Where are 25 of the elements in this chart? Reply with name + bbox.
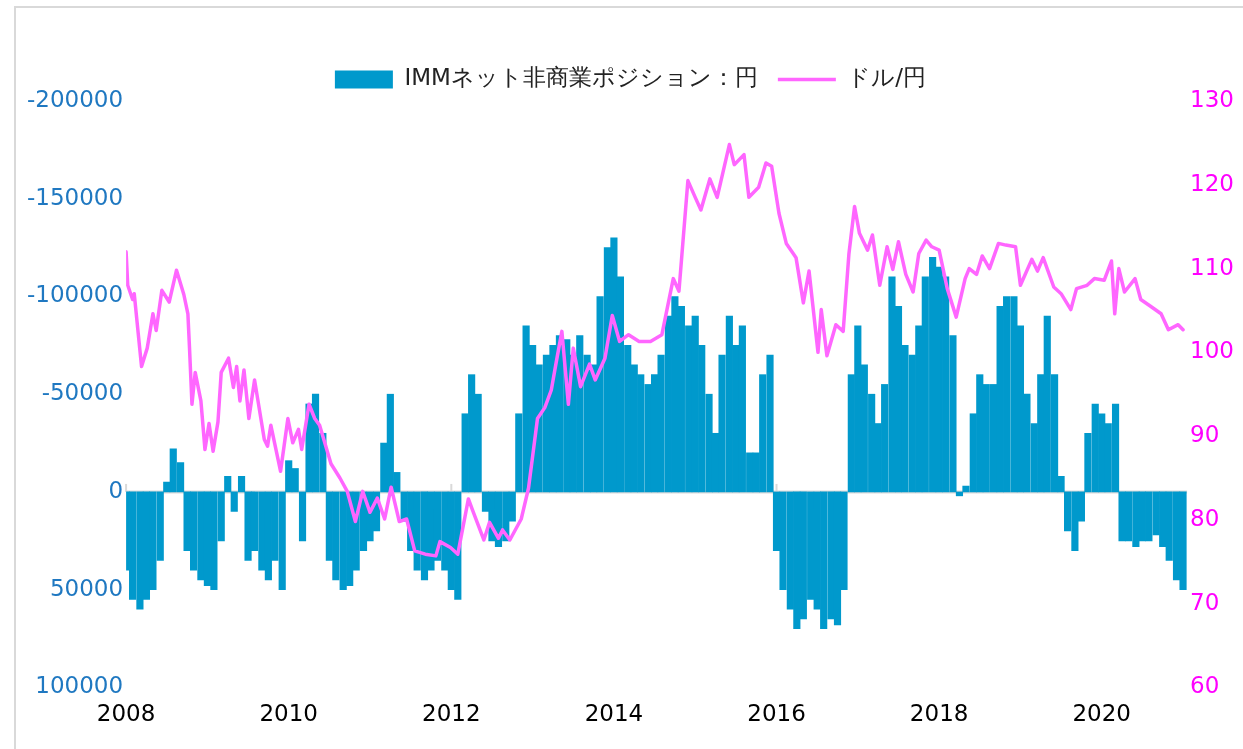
x-tick-label: 2014 — [584, 700, 644, 727]
y2-tick-label: 70 — [1190, 588, 1220, 615]
x-tick-label: 2012 — [422, 700, 481, 727]
x-tick-label: 2008 — [96, 700, 156, 727]
y-tick-label: -100000 — [26, 281, 124, 308]
legend-label: IMMネット非商業ポジション：円 — [404, 64, 758, 91]
y2-tick-label: 90 — [1190, 421, 1220, 448]
y2-tick-label: 80 — [1190, 504, 1220, 531]
x-tick-label: 2020 — [1072, 700, 1132, 727]
y-tick-label: -200000 — [26, 85, 124, 112]
y-tick-label: 0 — [108, 476, 124, 503]
bar — [230, 491, 238, 512]
y2-tick-label: 130 — [1190, 85, 1235, 112]
legend-label: ドル/円 — [847, 64, 927, 91]
y-tick-label: -150000 — [26, 183, 124, 210]
x-tick-label: 2010 — [259, 700, 318, 727]
y2-tick-label: 120 — [1190, 169, 1235, 196]
y2-tick-label: 100 — [1190, 337, 1235, 364]
y2-tick-label: 60 — [1190, 672, 1220, 699]
y2-tick-label: 110 — [1190, 253, 1235, 280]
y-tick-label: -50000 — [41, 379, 124, 406]
y-tick-label: 100000 — [35, 672, 124, 699]
x-tick-label: 2016 — [747, 700, 806, 727]
x-tick-label: 2018 — [909, 700, 969, 727]
y-tick-label: 50000 — [49, 574, 124, 601]
